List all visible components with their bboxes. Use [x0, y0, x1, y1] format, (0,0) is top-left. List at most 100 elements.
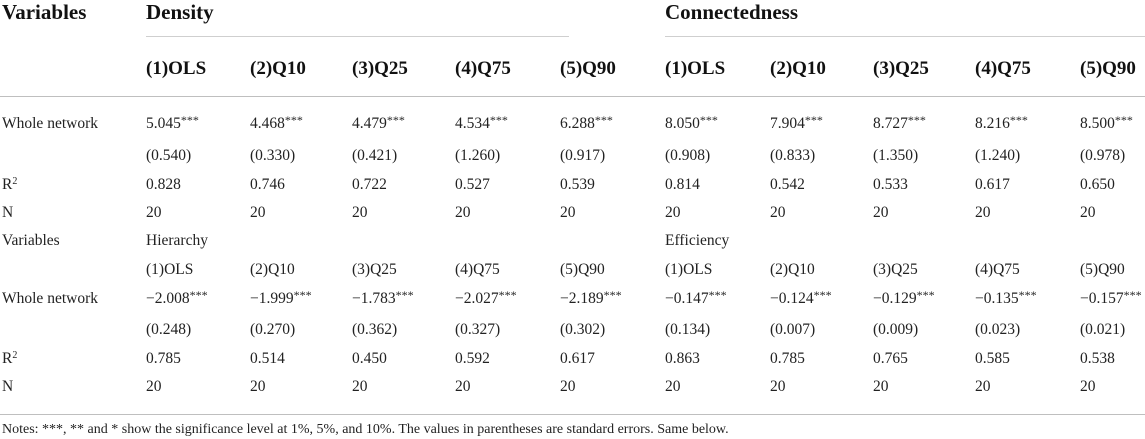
cell-value: 20: [352, 378, 368, 395]
row-label: R2: [2, 351, 17, 367]
cell-value: 0.863: [665, 350, 700, 367]
table-cell: 20: [873, 205, 889, 221]
table-cell: 20: [770, 205, 786, 221]
table-cell: (0.908): [665, 148, 710, 164]
cell-value: 4.534: [455, 115, 490, 132]
cell-value: 20: [250, 204, 266, 221]
cell-value: (0.134): [665, 321, 711, 338]
row-label-text: Whole network: [2, 290, 98, 307]
cell-value: (1.260): [455, 147, 501, 164]
row-label: Whole network: [2, 116, 98, 132]
column-header: (3)Q25: [352, 58, 408, 79]
cell-value: 0.765: [873, 350, 908, 367]
row-label-superscript: 2: [12, 350, 18, 361]
table-cell: −0.124***: [770, 288, 832, 307]
subcolumn-header: (4)Q75: [975, 261, 1020, 278]
table-cell: 0.765: [873, 351, 908, 367]
table-cell: 8.727***: [873, 114, 926, 132]
table-cell: (0.023): [975, 322, 1020, 338]
table-cell: (0.421): [352, 148, 397, 164]
cell-value: 0.722: [352, 176, 387, 193]
cell-value: 6.288: [560, 115, 595, 132]
cell-value: 20: [770, 204, 786, 221]
table-cell: (0.330): [250, 148, 295, 164]
cell-value: 20: [455, 204, 471, 221]
significance-stars: ***: [699, 113, 718, 127]
table-bottom-rule: [0, 414, 1145, 415]
cell-value: (0.330): [250, 147, 296, 164]
table-cell: 20: [873, 379, 889, 395]
column-header: (3)Q25: [873, 58, 929, 79]
cell-value: 0.617: [975, 176, 1010, 193]
significance-stars: ***: [498, 288, 517, 302]
row-label: R2: [2, 177, 17, 193]
cell-value: 0.514: [250, 350, 285, 367]
table-cell: 0.814: [665, 177, 700, 193]
cell-value: 20: [560, 204, 576, 221]
cell-value: 20: [770, 378, 786, 395]
significance-stars: ***: [813, 288, 832, 302]
cell-value: 0.585: [975, 350, 1010, 367]
significance-stars: ***: [1009, 113, 1028, 127]
table-cell: 0.539: [560, 177, 595, 193]
table-cell: 0.863: [665, 351, 700, 367]
column-header: (4)Q75: [975, 58, 1031, 79]
table-cell: (0.327): [455, 322, 500, 338]
significance-stars: ***: [189, 288, 208, 302]
table-cell: 4.468***: [250, 114, 303, 132]
table-cell: 0.828: [146, 177, 181, 193]
cell-value: (0.327): [455, 321, 501, 338]
cell-value: −1.999: [250, 290, 294, 307]
table-cell: 20: [975, 379, 991, 395]
table-cell: 0.542: [770, 177, 805, 193]
cell-value: 20: [1080, 378, 1096, 395]
table-cell: (0.833): [770, 148, 815, 164]
table-cell: −0.135***: [975, 289, 1037, 307]
significance-stars: ***: [603, 288, 622, 302]
cell-value: 0.592: [455, 350, 490, 367]
table-cell: (0.917): [560, 148, 605, 164]
cell-value: 20: [1080, 204, 1096, 221]
table-cell: 20: [250, 205, 266, 221]
table-cell: 0.527: [455, 177, 490, 193]
table-cell: 20: [560, 379, 576, 395]
cell-value: 5.045: [146, 115, 181, 132]
cell-value: 8.216: [975, 115, 1010, 132]
cell-value: 0.814: [665, 176, 700, 193]
table-cell: −0.129***: [873, 288, 935, 307]
cell-value: 0.785: [146, 350, 181, 367]
row-label-text: Whole network: [2, 115, 98, 132]
cell-value: 4.468: [250, 115, 285, 132]
table-cell: 20: [975, 205, 991, 221]
table-cell: 20: [250, 379, 266, 395]
table-cell: 20: [455, 379, 471, 395]
significance-stars: ***: [916, 288, 935, 302]
table-cell: (1.350): [873, 148, 918, 164]
cell-value: 0.785: [770, 350, 805, 367]
cell-value: 20: [146, 378, 162, 395]
table-cell: −0.157***: [1080, 289, 1142, 307]
table-cell: (1.240): [975, 148, 1020, 164]
cell-value: 0.538: [1080, 350, 1115, 367]
cell-value: 20: [352, 204, 368, 221]
cell-value: (0.007): [770, 321, 816, 338]
cell-value: (0.540): [146, 147, 192, 164]
table-cell: (0.362): [352, 322, 397, 338]
column-header: (5)Q90: [560, 58, 616, 79]
table-notes: Notes: ***, ** and * show the significan…: [2, 422, 729, 437]
cell-value: 20: [455, 378, 471, 395]
cell-value: 20: [873, 378, 889, 395]
table-cell: (0.248): [146, 322, 191, 338]
cell-value: 0.450: [352, 350, 387, 367]
subcolumn-header: (4)Q75: [455, 261, 500, 278]
table-cell: 20: [455, 205, 471, 221]
cell-value: −0.124: [770, 290, 814, 307]
cell-value: 0.542: [770, 176, 805, 193]
table-cell: 0.585: [975, 351, 1010, 367]
table-cell: 0.592: [455, 351, 490, 367]
cell-value: 20: [250, 378, 266, 395]
table-cell: −2.027***: [455, 288, 517, 307]
cell-value: 0.533: [873, 176, 908, 193]
table-cell: (0.009): [873, 322, 918, 338]
table-cell: 20: [560, 205, 576, 221]
